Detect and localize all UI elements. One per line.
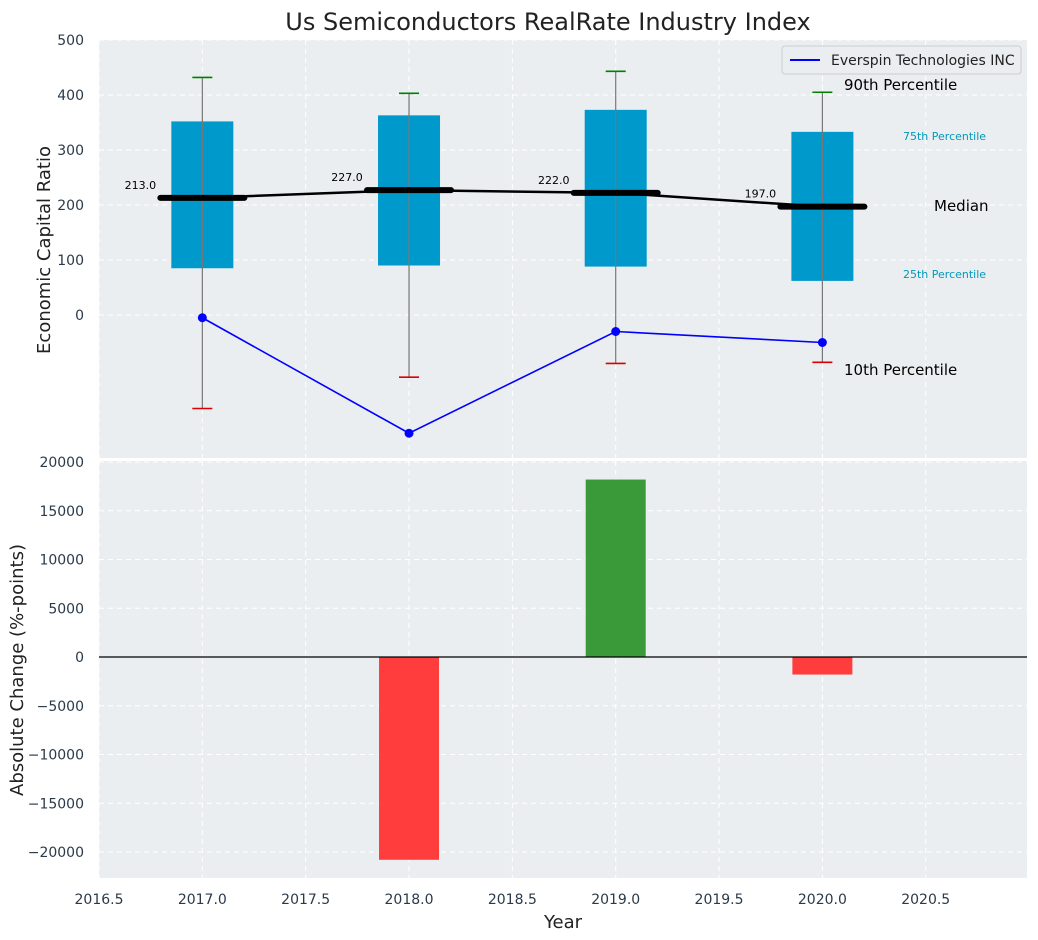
annotation-p90: 90th Percentile — [844, 76, 957, 94]
annotation-p25: 25th Percentile — [903, 268, 986, 281]
median-value-label: 222.0 — [538, 174, 570, 187]
bottom-y-axis-label: Absolute Change (%-points) — [7, 544, 28, 796]
annotation-p75: 75th Percentile — [903, 130, 986, 143]
bar-series — [379, 479, 853, 860]
company-point — [817, 338, 827, 347]
median-value-label: 213.0 — [125, 179, 157, 192]
x-tick-label: 2020.0 — [798, 892, 847, 908]
legend-label: Everspin Technologies INC — [831, 53, 1015, 69]
legend-box — [781, 45, 1022, 75]
median-value-label: 197.0 — [745, 188, 777, 201]
bottom-y-tick-label: −15000 — [28, 796, 84, 812]
top-y-tick-label: 400 — [57, 88, 84, 104]
top-y-tick-label: 200 — [57, 198, 84, 214]
top-y-tick-labels: 0 100 200 300 400 500 — [57, 33, 84, 324]
top-y-axis-label: Economic Capital Ratio — [34, 146, 55, 354]
bottom-y-tick-label: 0 — [75, 650, 84, 666]
bottom-y-tick-label: −20000 — [28, 845, 84, 861]
x-axis-label: Year — [543, 912, 583, 933]
x-tick-label: 2017.0 — [178, 892, 227, 908]
x-tick-label: 2019.5 — [695, 892, 744, 908]
bottom-panel: −20000 −15000 −10000 −5000 0 5000 10000 15000 20… — [7, 455, 1027, 933]
percentile-annotations: 90th Percentile 75th Percentile Median 25th… — [844, 76, 989, 379]
bottom-y-tick-labels: −20000 −15000 −10000 −5000 0 5000 10000 15000 20… — [28, 455, 84, 861]
company-point — [404, 428, 414, 438]
bottom-y-tick-label: −5000 — [37, 699, 84, 715]
top-y-tick-label: 500 — [57, 33, 84, 49]
legend: Everspin Technologies INC — [781, 45, 1022, 75]
top-y-tick-label: 100 — [57, 253, 84, 269]
bottom-plot-background — [99, 461, 1027, 878]
x-tick-label: 2017.5 — [281, 892, 330, 908]
company-point — [611, 327, 621, 336]
company-point — [197, 313, 207, 323]
bottom-y-tick-label: 10000 — [39, 553, 84, 569]
company-series — [197, 313, 827, 438]
median-value-label: 227.0 — [331, 171, 363, 184]
median-trend-line — [202, 188, 823, 208]
x-tick-labels: 2016.5 2017.0 2017.5 2018.0 2018.5 2019.0 2019… — [75, 892, 951, 908]
annotation-median: Median — [934, 197, 989, 215]
chart-title: Us Semiconductors RealRate Industry Inde… — [285, 8, 810, 36]
x-tick-label: 2018.0 — [385, 892, 434, 908]
change-bar — [792, 657, 853, 675]
bottom-y-tick-label: −10000 — [28, 748, 84, 764]
bottom-y-tick-label: 20000 — [39, 455, 84, 471]
x-tick-label: 2016.5 — [75, 892, 124, 908]
bottom-y-tick-label: 5000 — [48, 601, 84, 617]
company-line — [201, 317, 823, 435]
x-tick-label: 2019.0 — [591, 892, 640, 908]
change-bar — [379, 657, 440, 860]
x-tick-label: 2020.5 — [901, 892, 950, 908]
top-y-tick-label: 0 — [75, 308, 84, 324]
top-y-tick-label: 300 — [57, 143, 84, 159]
box-series: 213.0 227.0 222.0 197.0 — [125, 70, 868, 410]
x-tick-label: 2018.5 — [488, 892, 537, 908]
annotation-p10: 10th Percentile — [844, 361, 957, 379]
bottom-y-tick-label: 15000 — [39, 504, 84, 520]
top-plot-background — [99, 40, 1027, 458]
change-bar — [585, 479, 646, 657]
